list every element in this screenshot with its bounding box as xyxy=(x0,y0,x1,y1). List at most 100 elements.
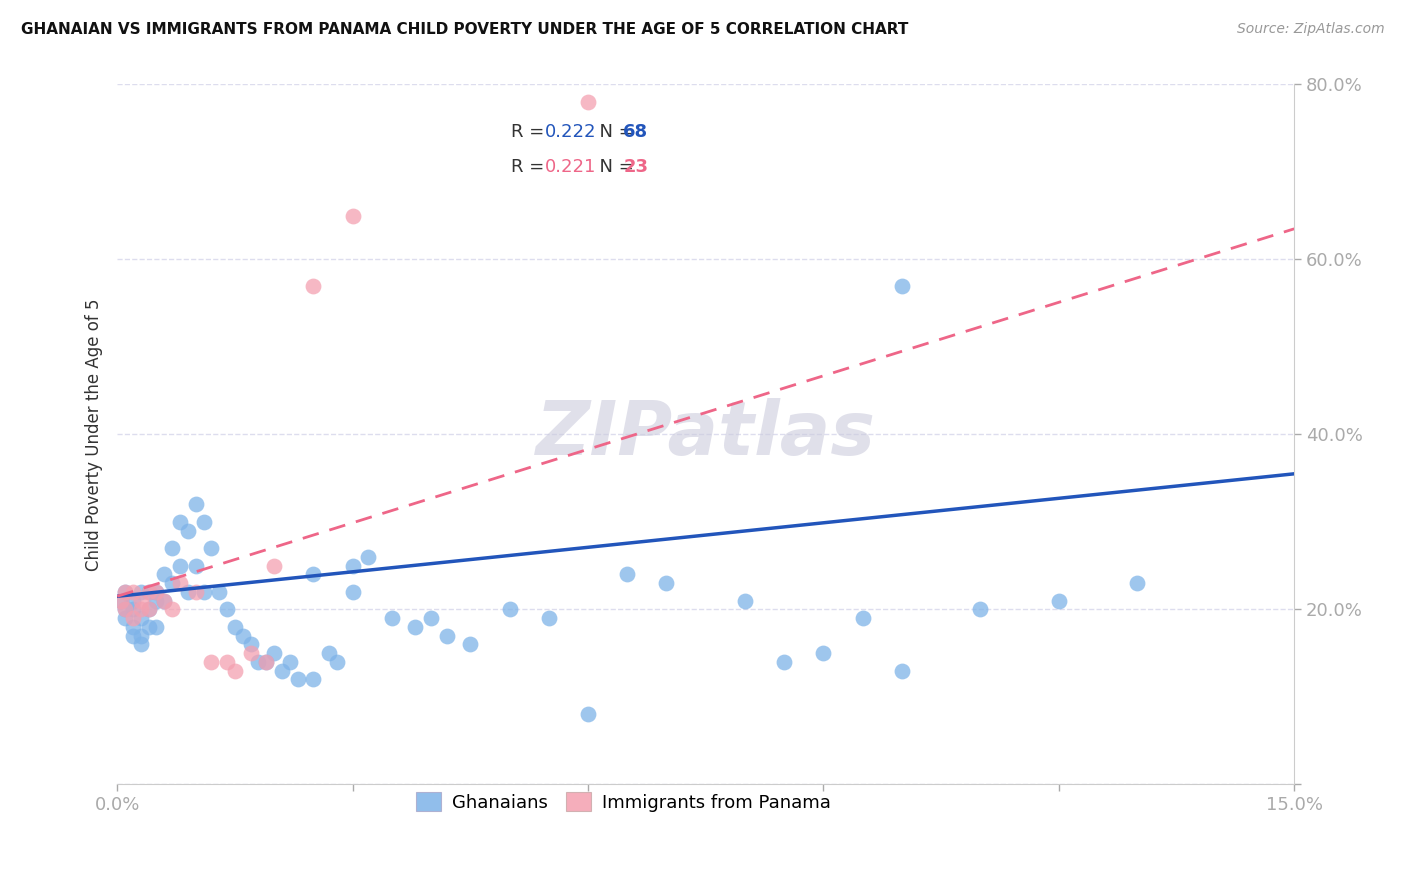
Immigrants from Panama xyxy=(302,278,325,293)
Ghanaians xyxy=(200,541,222,556)
Ghanaians xyxy=(153,593,176,607)
Ghanaians xyxy=(342,585,364,599)
Ghanaians xyxy=(734,593,756,607)
Ghanaians xyxy=(302,673,325,687)
Ghanaians xyxy=(318,646,340,660)
Text: R =: R = xyxy=(512,158,551,176)
Ghanaians xyxy=(813,646,835,660)
Ghanaians xyxy=(193,515,215,529)
Ghanaians xyxy=(160,541,183,556)
Y-axis label: Child Poverty Under the Age of 5: Child Poverty Under the Age of 5 xyxy=(86,298,103,571)
Ghanaians xyxy=(122,629,145,643)
Ghanaians xyxy=(1047,593,1070,607)
Ghanaians xyxy=(145,593,167,607)
Immigrants from Panama xyxy=(122,611,145,625)
Immigrants from Panama xyxy=(169,576,191,591)
Immigrants from Panama xyxy=(153,593,176,607)
Immigrants from Panama xyxy=(114,602,136,616)
Immigrants from Panama xyxy=(239,646,262,660)
Ghanaians xyxy=(381,611,404,625)
Ghanaians xyxy=(129,629,152,643)
Ghanaians xyxy=(436,629,458,643)
Ghanaians xyxy=(278,655,301,669)
Ghanaians xyxy=(655,576,678,591)
Ghanaians xyxy=(224,620,246,634)
Immigrants from Panama xyxy=(342,209,364,223)
Text: 23: 23 xyxy=(623,158,648,176)
Ghanaians xyxy=(271,664,294,678)
Ghanaians xyxy=(239,637,262,651)
Text: 68: 68 xyxy=(623,123,648,141)
Immigrants from Panama xyxy=(129,602,152,616)
Immigrants from Panama xyxy=(138,585,160,599)
Ghanaians xyxy=(129,611,152,625)
Ghanaians xyxy=(215,602,238,616)
Immigrants from Panama xyxy=(145,585,167,599)
Immigrants from Panama xyxy=(254,655,277,669)
Ghanaians xyxy=(138,620,160,634)
Ghanaians xyxy=(129,637,152,651)
Ghanaians xyxy=(302,567,325,582)
Ghanaians xyxy=(184,498,207,512)
Ghanaians xyxy=(458,637,481,651)
Ghanaians xyxy=(153,567,176,582)
Ghanaians xyxy=(773,655,796,669)
Immigrants from Panama xyxy=(263,558,285,573)
Ghanaians xyxy=(576,707,599,722)
Legend: Ghanaians, Immigrants from Panama: Ghanaians, Immigrants from Panama xyxy=(404,780,844,824)
Ghanaians xyxy=(208,585,231,599)
Text: R =: R = xyxy=(512,123,551,141)
Ghanaians xyxy=(616,567,638,582)
Ghanaians xyxy=(129,585,152,599)
Ghanaians xyxy=(232,629,254,643)
Text: Source: ZipAtlas.com: Source: ZipAtlas.com xyxy=(1237,22,1385,37)
Ghanaians xyxy=(177,524,200,538)
Immigrants from Panama xyxy=(200,655,222,669)
Ghanaians xyxy=(969,602,991,616)
Ghanaians xyxy=(193,585,215,599)
Immigrants from Panama xyxy=(184,585,207,599)
Text: GHANAIAN VS IMMIGRANTS FROM PANAMA CHILD POVERTY UNDER THE AGE OF 5 CORRELATION : GHANAIAN VS IMMIGRANTS FROM PANAMA CHILD… xyxy=(21,22,908,37)
Text: ZIPatlas: ZIPatlas xyxy=(536,398,876,471)
Ghanaians xyxy=(177,585,200,599)
Ghanaians xyxy=(169,558,191,573)
Ghanaians xyxy=(184,558,207,573)
Text: N =: N = xyxy=(588,158,640,176)
Ghanaians xyxy=(342,558,364,573)
Ghanaians xyxy=(122,620,145,634)
Ghanaians xyxy=(247,655,270,669)
Immigrants from Panama xyxy=(114,585,136,599)
Ghanaians xyxy=(138,585,160,599)
Ghanaians xyxy=(254,655,277,669)
Text: 0.222: 0.222 xyxy=(544,123,596,141)
Ghanaians xyxy=(326,655,349,669)
Immigrants from Panama xyxy=(215,655,238,669)
Ghanaians xyxy=(145,585,167,599)
Ghanaians xyxy=(890,664,912,678)
Ghanaians xyxy=(114,602,136,616)
Immigrants from Panama xyxy=(224,664,246,678)
Immigrants from Panama xyxy=(138,602,160,616)
Ghanaians xyxy=(122,593,145,607)
Immigrants from Panama xyxy=(160,602,183,616)
Ghanaians xyxy=(114,611,136,625)
Ghanaians xyxy=(138,602,160,616)
Ghanaians xyxy=(852,611,875,625)
Ghanaians xyxy=(110,593,132,607)
Ghanaians xyxy=(263,646,285,660)
Immigrants from Panama xyxy=(129,593,152,607)
Immigrants from Panama xyxy=(576,95,599,109)
Ghanaians xyxy=(122,602,145,616)
Text: N =: N = xyxy=(588,123,640,141)
Immigrants from Panama xyxy=(110,593,132,607)
Ghanaians xyxy=(114,585,136,599)
Ghanaians xyxy=(287,673,309,687)
Ghanaians xyxy=(160,576,183,591)
Ghanaians xyxy=(1126,576,1149,591)
Ghanaians xyxy=(145,620,167,634)
Text: 0.221: 0.221 xyxy=(544,158,596,176)
Ghanaians xyxy=(169,515,191,529)
Ghanaians xyxy=(498,602,520,616)
Ghanaians xyxy=(890,278,912,293)
Immigrants from Panama xyxy=(122,585,145,599)
